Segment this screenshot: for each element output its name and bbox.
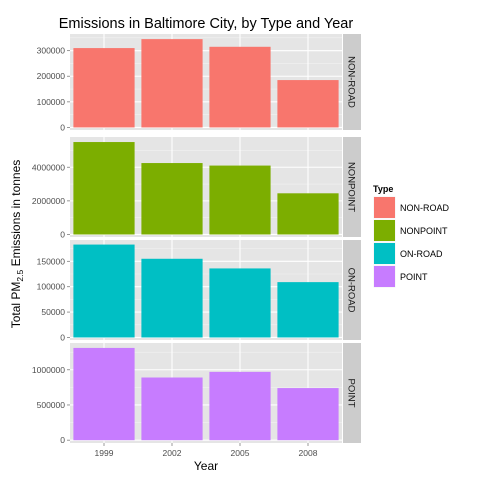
bar-non-road-2005	[209, 46, 271, 128]
x-tick-label: 2005	[231, 448, 250, 458]
facet-strip	[343, 34, 361, 130]
y-tick-label: 4000000	[32, 162, 65, 172]
y-tick-label: 100000	[37, 282, 66, 292]
y-tick-label: 2000000	[32, 196, 65, 206]
bar-non-road-2002	[141, 39, 203, 128]
chart-title: Emissions in Baltimore City, by Type and…	[59, 16, 354, 32]
y-tick-label: 50000	[41, 307, 65, 317]
y-axis-title-suffix: Emissions in tonnes	[9, 160, 23, 270]
legend-label: ON-ROAD	[400, 249, 443, 259]
facet-strip-label: ON-ROAD	[346, 268, 357, 313]
y-tick-label: 300000	[37, 46, 66, 56]
y-tick-label: 200000	[37, 71, 66, 81]
x-tick-label: 1999	[95, 448, 114, 458]
legend-swatch	[374, 266, 395, 287]
y-tick-label: 0	[60, 122, 65, 132]
bar-non-road-1999	[73, 48, 135, 128]
legend-swatch	[374, 220, 395, 241]
bar-nonpoint-1999	[73, 142, 135, 235]
facet-strip-label: NON-ROAD	[346, 56, 357, 108]
panel-point: 0 500000 1000000 POINT	[32, 343, 361, 445]
bar-on-road-1999	[73, 244, 135, 338]
bar-nonpoint-2005	[209, 165, 271, 235]
panel-on-road: 0 50000 100000 150000 ON-ROAD	[37, 240, 361, 342]
legend-title: Type	[373, 184, 393, 194]
legend-label: NONPOINT	[400, 226, 448, 236]
bar-nonpoint-2008	[277, 193, 339, 235]
bar-point-2005	[209, 371, 271, 441]
legend-swatch	[374, 197, 395, 218]
x-tick-label: 2008	[299, 448, 318, 458]
y-tick-label: 100000	[37, 97, 66, 107]
y-tick-label: 150000	[37, 256, 66, 266]
facet-panels: 0 100000 200000 300000 NON-ROAD 0 2000000 40000…	[32, 34, 361, 445]
legend: Type NON-ROAD NONPOINT ON-ROAD POINT	[372, 184, 449, 289]
y-tick-label: 0	[60, 332, 65, 342]
bar-point-2002	[141, 377, 203, 441]
bar-nonpoint-2002	[141, 163, 203, 235]
facet-strip	[343, 137, 361, 237]
legend-label: POINT	[400, 272, 428, 282]
y-axis-title: Total PM2.5 Emissions in tonnes	[9, 160, 25, 329]
bar-point-2008	[277, 388, 339, 441]
y-tick-label: 0	[60, 435, 65, 445]
y-axis-title-prefix: Total PM	[9, 282, 23, 329]
bar-on-road-2008	[277, 282, 339, 338]
x-tick-label: 2002	[163, 448, 182, 458]
y-axis-title-subscript: 2.5	[15, 270, 25, 282]
facet-strip	[343, 240, 361, 340]
facet-strip-label: NONPOINT	[346, 162, 357, 212]
bar-on-road-2002	[141, 258, 203, 338]
facet-strip-label: POINT	[346, 378, 357, 407]
y-tick-label: 1000000	[32, 365, 65, 375]
bar-point-1999	[73, 347, 135, 441]
panel-nonpoint: 0 2000000 4000000 NONPOINT	[32, 137, 361, 239]
x-axis-title: Year	[194, 459, 218, 473]
legend-label: NON-ROAD	[400, 203, 449, 213]
panel-non-road: 0 100000 200000 300000 NON-ROAD	[37, 34, 361, 132]
y-tick-label: 500000	[37, 400, 66, 410]
x-axis: 1999 2002 2005 2008	[95, 443, 318, 458]
bar-on-road-2005	[209, 268, 271, 338]
legend-swatch	[374, 243, 395, 264]
bar-non-road-2008	[277, 80, 339, 128]
facet-strip	[343, 343, 361, 443]
y-tick-label: 0	[60, 229, 65, 239]
